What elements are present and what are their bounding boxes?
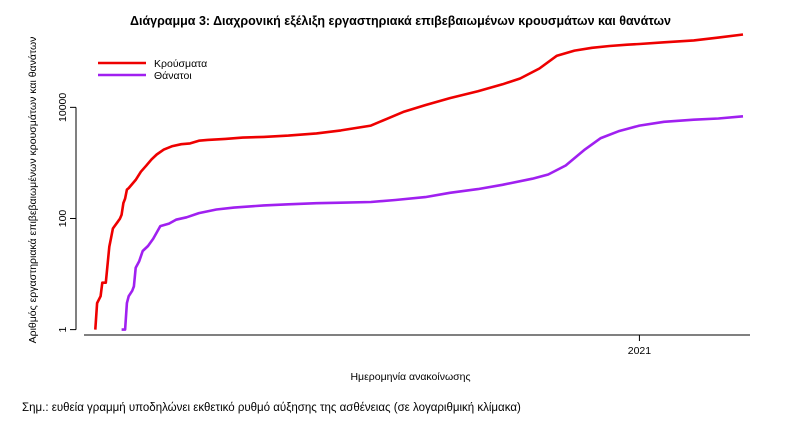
series-lines [94,33,744,331]
legend-label: Θάνατοι [154,70,192,82]
x-axis-label: Ημερομηνία ανακοίνωσης [350,371,471,383]
x-tick-label: 2021 [628,345,652,357]
series-line-deaths [121,115,744,331]
y-tick-label: 1 [57,327,69,333]
legend-label: Κρούσματα [154,58,207,70]
axes: 1 100 10000 2021 [57,93,750,357]
y-tick-label: 10000 [57,93,69,122]
series-line-cases [94,33,744,330]
chart-footnote: Σημ.: ευθεία γραμμή υποδηλώνει εκθετικό … [22,402,521,414]
y-tick-label: 100 [57,210,69,228]
chart-title: Διάγραμμα 3: Διαχρονική εξέλιξη εργαστηρ… [129,14,672,28]
